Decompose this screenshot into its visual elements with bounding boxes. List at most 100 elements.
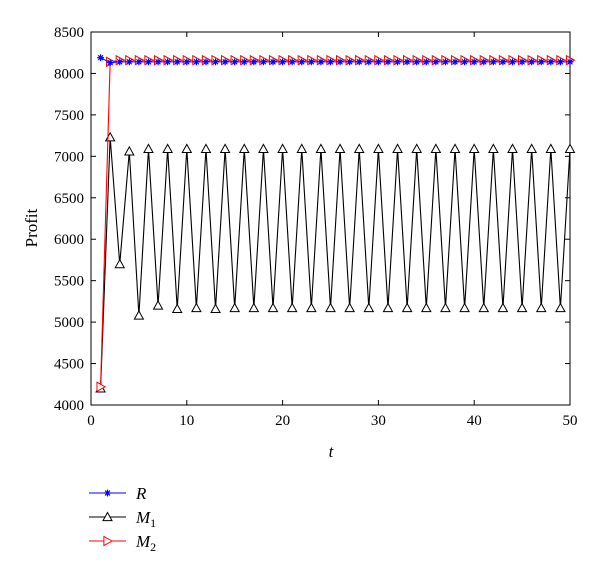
data-point — [191, 302, 202, 313]
legend-label-name: R — [135, 484, 147, 503]
data-point — [401, 302, 413, 313]
data-point — [451, 58, 459, 66]
data-point — [420, 302, 432, 313]
data-point — [96, 381, 107, 393]
data-point — [507, 143, 518, 153]
data-point — [468, 143, 480, 153]
data-point — [392, 143, 403, 153]
data-point — [269, 58, 277, 66]
data-point — [183, 58, 191, 66]
data-point — [114, 258, 126, 269]
data-point — [518, 58, 526, 66]
y-tick-label: 6500 — [54, 191, 84, 207]
legend-marker — [103, 535, 114, 547]
series-m1 — [95, 131, 576, 393]
data-point — [478, 302, 490, 313]
data-point — [258, 143, 269, 153]
y-tick-label: 4000 — [54, 398, 84, 414]
data-point — [315, 143, 327, 153]
legend-label-subscript: 2 — [150, 540, 156, 554]
data-point — [365, 58, 373, 66]
data-point — [373, 143, 384, 153]
data-point — [219, 143, 231, 153]
data-point — [382, 302, 394, 313]
x-tick-label: 30 — [371, 413, 386, 429]
y-tick-label: 8500 — [54, 25, 84, 41]
x-tick-label: 40 — [467, 413, 482, 429]
data-point — [555, 302, 566, 313]
data-point — [480, 58, 488, 66]
series-r — [97, 54, 574, 67]
data-point — [413, 58, 421, 66]
data-point — [327, 58, 334, 66]
legend-entry-m2: M2 — [89, 532, 156, 554]
data-point — [537, 58, 545, 66]
data-point — [305, 302, 317, 313]
data-point — [430, 143, 442, 153]
data-point — [298, 58, 306, 66]
data-point — [260, 58, 267, 66]
data-point — [557, 58, 564, 66]
data-point — [192, 58, 200, 66]
data-point — [152, 300, 164, 310]
data-point — [545, 143, 557, 153]
data-point — [231, 58, 239, 66]
data-point — [267, 302, 279, 313]
legend-label: M1 — [135, 508, 156, 530]
legend-entry-r: R — [89, 484, 147, 503]
data-point — [307, 58, 315, 66]
data-point — [499, 58, 507, 66]
data-point — [221, 58, 229, 66]
data-point — [528, 58, 536, 66]
legend-label: M2 — [135, 532, 156, 554]
data-point — [171, 303, 183, 313]
data-point — [334, 143, 346, 153]
data-point — [432, 58, 440, 66]
legend-entry-m1: M1 — [89, 508, 156, 530]
data-point — [279, 58, 286, 66]
legend-label-subscript: 1 — [150, 516, 156, 530]
data-point — [288, 58, 296, 66]
x-tick-label: 50 — [563, 413, 578, 429]
data-point — [459, 302, 470, 313]
data-point — [535, 302, 547, 313]
y-tick-label: 7500 — [54, 108, 84, 124]
legend-label-name: M — [135, 532, 151, 551]
x-tick-label: 0 — [87, 413, 95, 429]
y-tick-label: 5500 — [54, 274, 84, 290]
data-point — [336, 58, 344, 66]
data-point — [162, 143, 173, 153]
data-point — [125, 58, 133, 66]
data-point — [210, 303, 221, 313]
y-axis-label: Profit — [22, 208, 41, 247]
data-point — [238, 143, 250, 153]
data-point — [212, 58, 219, 66]
y-tick-label: 7000 — [54, 149, 84, 165]
data-point — [164, 58, 172, 66]
data-point — [403, 58, 411, 66]
data-point — [154, 58, 162, 66]
data-point — [566, 58, 574, 66]
plot-area-border — [90, 31, 571, 406]
data-point — [106, 59, 114, 67]
data-point — [526, 143, 538, 153]
y-tick-label: 6000 — [54, 232, 84, 248]
data-point — [277, 143, 288, 153]
data-point — [116, 58, 124, 66]
data-point — [440, 302, 451, 313]
legend-label-name: M — [135, 508, 151, 527]
y-tick-label: 5000 — [54, 315, 84, 331]
legend-label: R — [135, 484, 147, 503]
data-point — [317, 58, 325, 66]
data-point — [173, 58, 181, 66]
data-point — [286, 302, 298, 313]
data-point — [353, 143, 365, 153]
x-tick-label: 10 — [179, 413, 194, 429]
data-point — [325, 302, 336, 313]
data-point — [355, 58, 363, 66]
axis-ticks: 0 10 20 30 40 50 4000 4500 5000 5500 6000 6500 7000 7… — [54, 25, 578, 429]
data-point — [229, 302, 241, 313]
series-line — [100, 137, 571, 389]
data-point — [202, 58, 210, 66]
